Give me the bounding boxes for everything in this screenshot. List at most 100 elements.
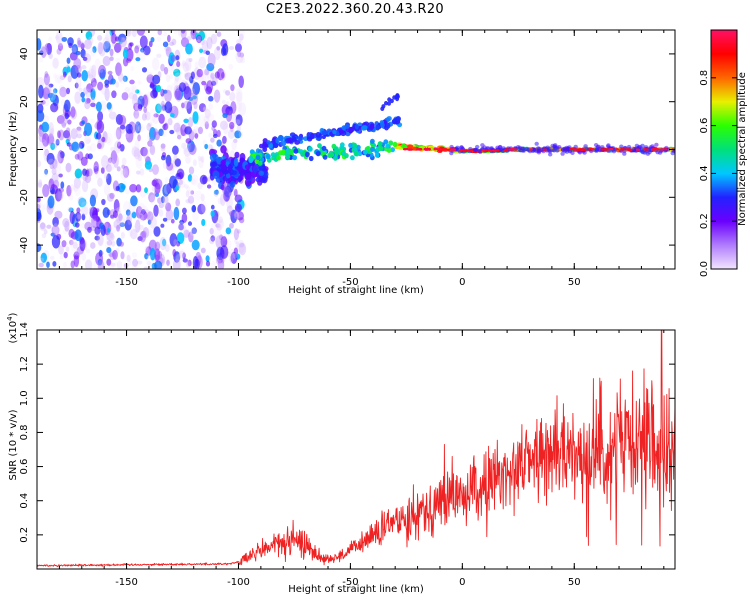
snr-y-axis: 0.2 0.4 0.6 0.8 1.0 1.2 1.4	[19, 322, 675, 543]
noise-blob	[168, 52, 175, 65]
noise-blob	[37, 38, 42, 51]
noise-blob	[141, 67, 148, 73]
noise-blob	[106, 158, 112, 167]
signal-blob	[339, 142, 345, 148]
noise-blob	[152, 74, 161, 85]
noise-blob	[81, 65, 87, 70]
noise-blob	[77, 39, 82, 48]
hot-core	[656, 148, 661, 151]
noise-blob	[38, 84, 44, 99]
noise-blob	[65, 246, 70, 252]
noise-blob	[73, 176, 81, 189]
noise-blob	[150, 89, 158, 99]
noise-blob	[95, 252, 104, 266]
noise-blob	[80, 42, 85, 50]
noise-blob	[144, 253, 149, 260]
noise-blob	[46, 43, 52, 55]
noise-blob	[211, 76, 218, 86]
noise-blob	[71, 141, 80, 152]
noise-blob	[135, 57, 141, 62]
noise-blob	[42, 184, 50, 198]
noise-blob	[239, 33, 244, 41]
noise-blob	[97, 81, 104, 91]
noise-blob	[48, 53, 53, 59]
noise-blob	[234, 130, 242, 139]
noise-blob	[81, 253, 87, 261]
noise-blob	[115, 57, 121, 63]
noise-blob	[69, 195, 74, 201]
noise-blob	[128, 229, 133, 237]
noise-blob	[131, 122, 140, 135]
noise-blob	[107, 70, 113, 75]
noise-blob	[84, 135, 91, 145]
noise-blob	[207, 144, 213, 150]
noise-blob	[233, 212, 240, 220]
noise-blob	[209, 237, 215, 245]
noise-blob	[181, 102, 185, 109]
signal-blob	[386, 147, 392, 153]
noise-blob	[220, 193, 226, 206]
hot-core	[426, 148, 432, 151]
noise-blob	[172, 258, 181, 269]
noise-blob	[111, 90, 117, 99]
noise-blob	[143, 266, 149, 269]
noise-blob	[73, 184, 79, 192]
noise-blob	[200, 247, 206, 254]
noise-blob	[175, 55, 180, 61]
noise-blob	[44, 168, 49, 175]
noise-blob	[110, 150, 118, 165]
noise-blob	[187, 221, 193, 226]
noise-blob	[39, 222, 46, 230]
noise-blob	[211, 120, 217, 128]
colorbar-tick-label: 0.6	[699, 118, 710, 134]
noise-blob	[81, 201, 89, 211]
noise-blob	[234, 203, 242, 213]
noise-blob	[38, 262, 44, 268]
noise-blob	[143, 94, 148, 100]
y-tick-label: -40	[19, 237, 30, 253]
snr-y-multiplier-close: )	[8, 312, 19, 316]
noise-blob	[99, 65, 104, 73]
hot-core	[620, 148, 625, 151]
noise-blob	[37, 243, 42, 253]
hot-core	[603, 148, 608, 151]
noise-blob	[81, 120, 86, 125]
noise-blob	[84, 51, 89, 59]
noise-blob	[164, 89, 172, 103]
noise-blob	[133, 148, 141, 160]
hot-core	[635, 148, 641, 151]
noise-blob	[240, 57, 246, 64]
noise-blob	[210, 137, 215, 143]
noise-blob	[173, 239, 178, 246]
branch-blob	[395, 116, 402, 122]
onset-blob	[211, 149, 218, 155]
noise-blob	[70, 106, 76, 118]
noise-blob	[192, 111, 199, 124]
noise-blob	[97, 233, 104, 246]
noise-blob	[170, 218, 175, 224]
hot-core	[572, 148, 577, 151]
noise-blob	[92, 46, 97, 54]
noise-blob	[165, 209, 174, 221]
noise-blob	[160, 154, 166, 161]
noise-blob	[118, 213, 123, 222]
signal-blob	[370, 138, 375, 144]
noise-blob	[120, 169, 126, 176]
noise-blob	[216, 129, 221, 138]
noise-blob	[106, 240, 113, 246]
noise-blob	[210, 72, 215, 79]
y-tick-label: 40	[19, 48, 30, 61]
noise-blob	[221, 72, 225, 79]
noise-blob	[136, 30, 146, 36]
halo-blob	[548, 152, 553, 157]
noise-blob	[207, 53, 216, 67]
noise-blob	[189, 133, 194, 140]
noise-blob	[173, 206, 180, 221]
noise-blob	[175, 89, 182, 102]
noise-blob	[157, 250, 163, 259]
noise-blob	[164, 113, 172, 126]
noise-blob	[50, 137, 55, 142]
noise-blob	[74, 82, 79, 89]
noise-blob	[175, 198, 181, 207]
noise-blob	[192, 159, 197, 167]
